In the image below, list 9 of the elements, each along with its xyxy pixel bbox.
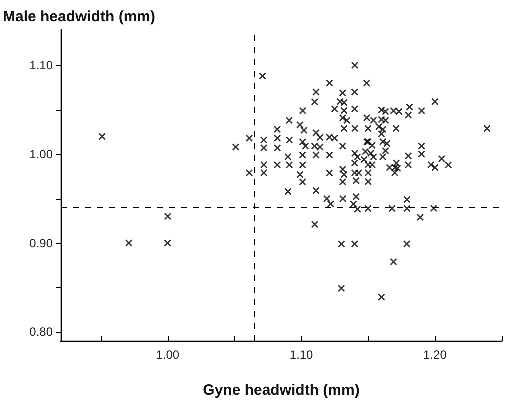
y-tick-label: 1.00	[30, 147, 54, 162]
x-tick-label: 1.20	[424, 348, 448, 362]
x-tick-label: 1.00	[156, 348, 180, 362]
y-axis-title: Male headwidth (mm)	[3, 8, 156, 26]
x-tick-label: 1.10	[290, 348, 314, 362]
x-axis-title: Gyne headwidth (mm)	[203, 382, 360, 399]
y-tick-label: 1.10	[30, 58, 54, 73]
y-tick-label: 0.90	[30, 236, 54, 250]
y-tick-label: 0.80	[30, 325, 54, 340]
